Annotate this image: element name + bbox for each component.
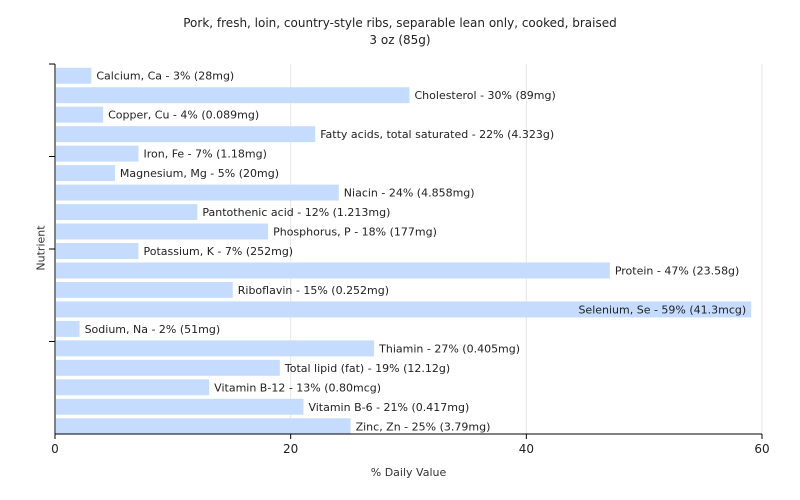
bar-label: Riboflavin - 15% (0.252mg) (238, 284, 389, 297)
bar (56, 243, 139, 259)
bar (56, 301, 752, 318)
chart-subtitle: 3 oz (85g) (369, 33, 431, 47)
bar (56, 126, 316, 143)
bar-label: Vitamin B-12 - 13% (0.80mcg) (214, 381, 381, 394)
bar-label: Niacin - 24% (4.858mg) (344, 187, 475, 200)
bar-label: Cholesterol - 30% (89mg) (415, 89, 556, 102)
bar-label: Selenium, Se - 59% (41.3mcg) (578, 303, 746, 316)
bar-label: Vitamin B-6 - 21% (0.417mg) (308, 401, 469, 414)
bar-label: Phosphorus, P - 18% (177mg) (273, 226, 437, 239)
bar-label: Zinc, Zn - 25% (3.79mg) (356, 420, 491, 433)
bar (56, 340, 375, 357)
bar (56, 184, 339, 201)
x-tick-label: 40 (519, 442, 534, 456)
bars: Calcium, Ca - 3% (28mg) Cholesterol - 30%… (56, 67, 752, 435)
bar-label: Pantothenic acid - 12% (1.213mg) (202, 206, 390, 219)
bar (56, 418, 351, 435)
bar-label: Iron, Fe - 7% (1.18mg) (143, 148, 266, 161)
axes (49, 63, 762, 435)
bar-label: Total lipid (fat) - 19% (12.12g) (284, 362, 450, 375)
bar (56, 67, 92, 84)
bar-label: Fatty acids, total saturated - 22% (4.32… (320, 128, 554, 141)
bar-label: Sodium, Na - 2% (51mg) (85, 323, 221, 336)
bar (56, 262, 610, 279)
x-ticks: 0 20 40 60 (51, 434, 770, 456)
x-tick-label: 0 (51, 442, 59, 456)
bar (56, 145, 139, 162)
bar-label: Magnesium, Mg - 5% (20mg) (120, 167, 279, 180)
bar-label: Protein - 47% (23.58g) (615, 264, 740, 277)
bar (56, 204, 198, 221)
y-axis-label: Nutrient (34, 225, 48, 271)
bar (56, 359, 280, 376)
bar-label: Potassium, K - 7% (252mg) (143, 245, 293, 258)
bar (56, 398, 304, 415)
bar (56, 379, 210, 396)
bar (56, 87, 410, 104)
bar (56, 281, 233, 298)
bar-label: Thiamin - 27% (0.405mg) (378, 342, 520, 355)
gridlines (290, 64, 763, 434)
bar (56, 165, 115, 182)
x-tick-label: 20 (283, 442, 298, 456)
chart-title: Pork, fresh, loin, country-style ribs, s… (183, 16, 617, 30)
bar-label: Calcium, Ca - 3% (28mg) (96, 70, 234, 83)
bar (56, 320, 80, 337)
x-tick-label: 60 (754, 442, 769, 456)
bar (56, 223, 269, 240)
bar (56, 106, 104, 123)
bar-label: Copper, Cu - 4% (0.089mg) (108, 109, 259, 122)
x-axis-label: % Daily Value (370, 466, 447, 479)
